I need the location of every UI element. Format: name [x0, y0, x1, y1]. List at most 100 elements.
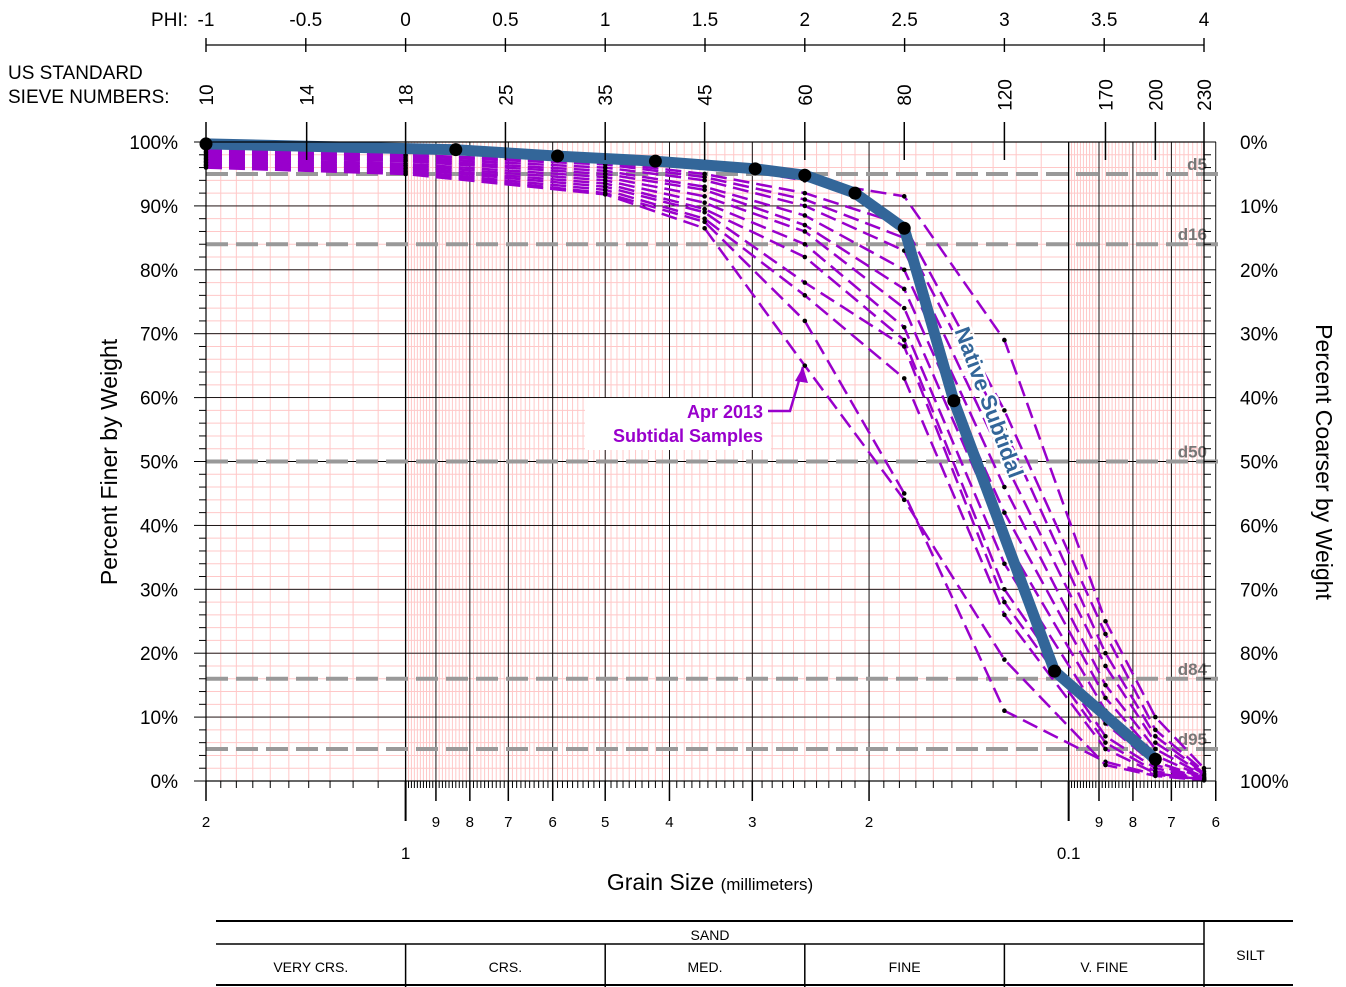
- annotation-line2: Subtidal Samples: [613, 426, 763, 446]
- sample-point: [602, 178, 608, 183]
- x-tick-label: 4: [665, 814, 673, 831]
- table-cell-label: VERY CRS.: [273, 959, 348, 975]
- table-cell-label: V. FINE: [1080, 959, 1128, 975]
- y-tick-label-right: 100%: [1240, 772, 1289, 793]
- sample-curve: [205, 159, 1205, 781]
- sieve-number-label: 25: [496, 84, 517, 105]
- sample-point: [1153, 746, 1158, 752]
- y-tick-label-right: 0%: [1240, 133, 1268, 154]
- phi-label: PHI:: [151, 10, 188, 31]
- grain-class-table: SAND SILT VERY CRS. CRS. MED. FINE V. FINE: [216, 920, 1293, 987]
- y-tick-label-left: 80%: [140, 261, 178, 282]
- sample-point: [1002, 459, 1007, 464]
- native-point: [947, 394, 961, 408]
- y-tick-label-left: 0%: [151, 772, 179, 793]
- annotations: Apr 2013 Subtidal Samples: [585, 366, 808, 450]
- x-tick-label: 3: [748, 814, 756, 831]
- sample-point: [1103, 682, 1108, 688]
- table-cell-label: CRS.: [489, 959, 522, 975]
- native-point: [1048, 664, 1062, 678]
- sieve-number-label: 230: [1195, 79, 1216, 111]
- y-tick-label-left: 60%: [140, 389, 178, 410]
- annotation-arrowhead: [795, 367, 808, 383]
- phi-tick-label: -0.5: [289, 10, 322, 31]
- sample-point: [1002, 612, 1007, 618]
- y-tick-label-left: 100%: [129, 133, 178, 154]
- phi-tick-label: -1: [198, 10, 215, 31]
- native-point: [848, 186, 862, 200]
- native-point: [551, 149, 565, 163]
- axes: 0%10%20%30%40%50%60%70%80%90%100%100%90%…: [96, 133, 1337, 895]
- sample-point: [901, 491, 907, 496]
- y-tick-label-right: 40%: [1240, 389, 1278, 410]
- sample-point: [802, 293, 808, 298]
- sample-point: [802, 363, 808, 368]
- x-axis-title-unit: (millimeters): [721, 875, 814, 894]
- sample-point: [1153, 740, 1158, 745]
- x-tick-label: 9: [1095, 814, 1103, 831]
- sieve-number-label: 45: [696, 84, 717, 105]
- sample-point: [1103, 650, 1108, 656]
- annotation-background: [585, 398, 771, 450]
- y-axis-title-right: Percent Coarser by Weight: [1311, 324, 1337, 600]
- sample-point: [802, 222, 808, 228]
- annotation-line1: Apr 2013: [687, 402, 763, 422]
- phi-tick-label: 4: [1199, 10, 1210, 31]
- sample-point: [702, 184, 707, 190]
- sample-point: [702, 216, 707, 221]
- x-tick-label: 6: [549, 814, 557, 831]
- sample-curve: [205, 151, 1205, 776]
- sample-point: [802, 229, 808, 234]
- sample-point: [802, 190, 808, 196]
- native-point: [648, 154, 662, 168]
- y-tick-label-right: 10%: [1240, 197, 1278, 218]
- sample-point: [702, 178, 707, 183]
- sieve-number-label: 60: [796, 84, 817, 105]
- phi-tick-label: 3.5: [1091, 10, 1117, 31]
- sample-point: [901, 194, 907, 199]
- y-tick-label-right: 70%: [1240, 580, 1278, 601]
- sample-point: [1153, 773, 1158, 779]
- sample-point: [901, 305, 907, 311]
- sample-point: [901, 267, 907, 273]
- sample-point: [1103, 695, 1108, 701]
- sample-point: [901, 497, 907, 503]
- phi-tick-label: 0: [400, 10, 411, 31]
- y-tick-label-right: 30%: [1240, 325, 1278, 346]
- sample-point: [702, 219, 707, 225]
- sample-curve: [205, 163, 1205, 781]
- sample-point: [802, 318, 808, 324]
- sample-point: [702, 174, 707, 180]
- sample-point: [602, 174, 608, 180]
- sieve-number-label: 170: [1096, 79, 1117, 111]
- sample-point: [1103, 746, 1108, 752]
- sample-curve: [205, 156, 1205, 779]
- sample-point: [901, 344, 907, 349]
- sample-point: [1103, 733, 1108, 739]
- y-tick-label-right: 20%: [1240, 261, 1278, 282]
- x-tick-label: 8: [466, 814, 474, 831]
- y-tick-label-left: 30%: [140, 580, 178, 601]
- sample-point: [602, 165, 608, 170]
- y-tick-label-left: 70%: [140, 325, 178, 346]
- y-tick-label-left: 10%: [140, 708, 178, 729]
- x-tick-label: 7: [1167, 814, 1175, 831]
- sample-point: [802, 254, 808, 260]
- x-tick-label: 5: [601, 814, 609, 831]
- sample-curve: [205, 153, 1205, 777]
- sieve-label-line1: US STANDARD: [8, 63, 143, 84]
- sample-point: [602, 168, 608, 174]
- x-tick-label: 6: [1212, 814, 1220, 831]
- sample-point: [702, 187, 707, 193]
- sample-point: [901, 337, 907, 343]
- phi-tick-label: 1.5: [692, 10, 718, 31]
- sample-point: [702, 171, 707, 177]
- reference-label: d16: [1178, 225, 1207, 244]
- sample-point: [802, 213, 808, 218]
- reference-label: d50: [1178, 443, 1207, 462]
- x-major-tick-label: 0.1: [1057, 844, 1081, 863]
- phi-tick-label: 1: [600, 10, 611, 31]
- native-point: [449, 143, 463, 157]
- sample-curve: [205, 161, 1205, 781]
